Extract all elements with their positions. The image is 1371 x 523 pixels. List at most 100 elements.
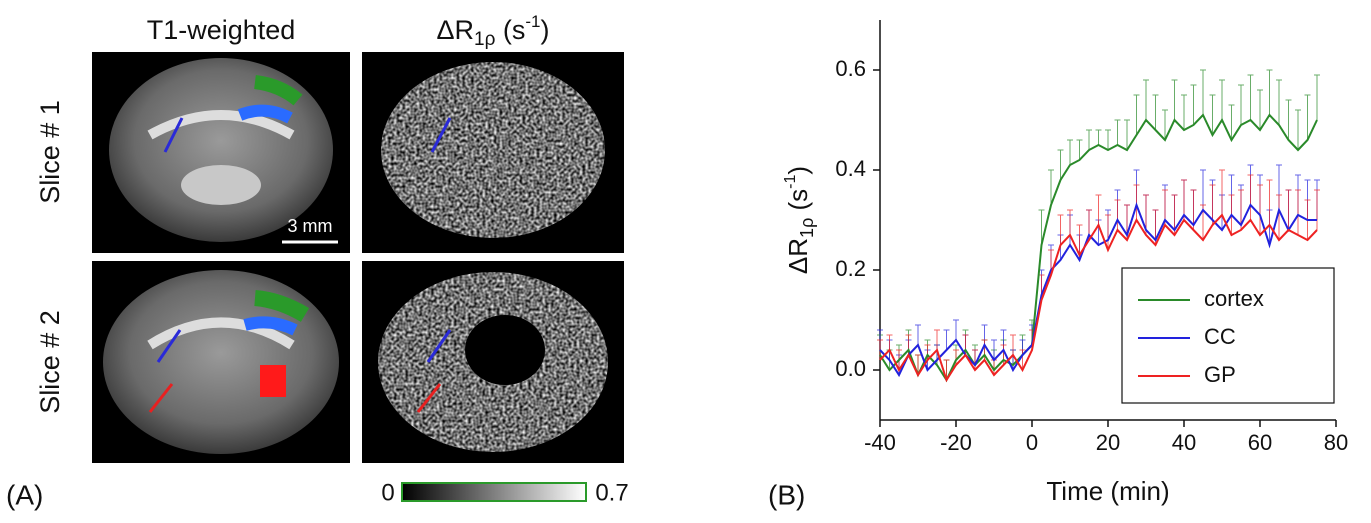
error-bar — [953, 349, 959, 365]
error-bar — [1314, 74, 1320, 120]
colorbar-max: 0.7 — [595, 479, 628, 506]
error-bar — [1095, 194, 1102, 225]
series-line — [879, 213, 1318, 383]
error-bar — [1219, 169, 1225, 215]
error-bar — [1000, 344, 1007, 365]
error-bar — [953, 319, 959, 340]
error-bar — [1019, 349, 1026, 370]
series-line — [879, 113, 1318, 383]
y-tick-label: 0.0 — [835, 356, 866, 381]
x-tick-label: 60 — [1248, 430, 1272, 455]
error-bar — [1200, 169, 1206, 210]
error-bar — [1114, 199, 1121, 230]
error-bar — [1257, 89, 1263, 130]
error-bar — [1285, 99, 1292, 140]
error-bar — [915, 324, 921, 345]
error-bar — [1181, 94, 1187, 130]
error-bar — [1238, 84, 1244, 125]
panel-label: (B) — [768, 479, 805, 510]
column-title: ΔR1ρ (s-1) — [436, 12, 549, 50]
error-bar — [943, 359, 950, 380]
error-bar — [1171, 79, 1178, 120]
error-bar — [1266, 179, 1273, 225]
error-bar — [1067, 209, 1073, 235]
series-line — [879, 201, 1317, 378]
error-bar — [1124, 119, 1130, 150]
x-axis-label: Time (min) — [1046, 476, 1169, 506]
title-part: (s — [495, 15, 525, 45]
error-bar — [1181, 179, 1187, 220]
x-tick-label: 80 — [1324, 430, 1348, 455]
x-tick-label: -20 — [940, 430, 972, 455]
error-bar — [1257, 184, 1263, 235]
x-tick-label: -40 — [864, 430, 896, 455]
label-part: ) — [783, 166, 813, 175]
y-tick-label: 0.2 — [835, 256, 866, 281]
label-sup: -1 — [782, 174, 799, 188]
error-bar — [1038, 209, 1045, 245]
error-bar — [1219, 79, 1225, 120]
error-bar — [1095, 129, 1102, 145]
title-part: ) — [541, 15, 550, 45]
error-bar — [924, 344, 931, 360]
error-bar — [1057, 149, 1064, 180]
error-bar — [1285, 189, 1292, 230]
error-bar — [1010, 334, 1016, 355]
error-bar — [1190, 84, 1197, 125]
legend-label: GP — [1204, 362, 1236, 387]
error-bar — [1152, 94, 1159, 130]
title-sup: -1 — [525, 12, 540, 31]
colorbar-min: 0 — [381, 479, 394, 506]
error-bar — [1162, 109, 1168, 140]
x-tick-label: 0 — [1026, 430, 1038, 455]
error-bar — [934, 329, 940, 350]
error-bar — [1057, 214, 1064, 245]
error-bar — [1076, 224, 1083, 255]
error-bar — [1086, 129, 1092, 150]
row-label: Slice # 2 — [35, 310, 65, 414]
error-bar — [1067, 139, 1073, 165]
error-bar — [1266, 69, 1273, 115]
scale-bar-label: 3 mm — [288, 216, 333, 236]
title-sub: 1ρ — [474, 29, 496, 50]
mri-images — [92, 52, 624, 502]
error-bar — [915, 354, 921, 375]
error-bar — [1276, 79, 1282, 125]
error-bar — [943, 329, 950, 350]
legend-label: CC — [1204, 324, 1236, 349]
error-bar — [1304, 94, 1311, 140]
error-bar — [1143, 79, 1149, 120]
label-part: (s — [783, 189, 813, 218]
label-part: ΔR — [783, 238, 813, 274]
error-bar — [1105, 129, 1111, 150]
error-bar — [1228, 104, 1235, 140]
error-bar — [972, 349, 978, 370]
label-sub: 1ρ — [797, 218, 817, 238]
error-bar — [1076, 139, 1083, 160]
error-bar — [991, 339, 997, 360]
y-axis-label: ΔR1ρ (s-1) — [782, 166, 817, 274]
error-bar — [1133, 94, 1140, 135]
column-title: T1-weighted — [147, 15, 296, 45]
x-tick-label: 40 — [1172, 430, 1196, 455]
error-bar — [1209, 184, 1216, 225]
row-label: Slice # 1 — [35, 100, 65, 204]
error-bar — [1295, 109, 1301, 150]
error-bar — [1209, 94, 1216, 135]
x-tick-label: 20 — [1096, 430, 1120, 455]
panel-label: (A) — [6, 479, 43, 510]
title-part: ΔR — [436, 15, 474, 45]
error-bar — [1105, 214, 1111, 250]
error-bar — [1247, 174, 1254, 220]
error-bar — [1200, 69, 1206, 115]
error-bar — [1276, 194, 1282, 240]
error-bar — [1048, 169, 1054, 205]
error-bar — [1295, 189, 1301, 235]
error-bar — [1114, 119, 1121, 145]
y-tick-label: 0.4 — [835, 156, 866, 181]
error-bar — [1314, 189, 1320, 230]
legend-label: cortex — [1204, 286, 1264, 311]
y-tick-label: 0.6 — [835, 56, 866, 81]
error-bar — [1247, 74, 1254, 120]
